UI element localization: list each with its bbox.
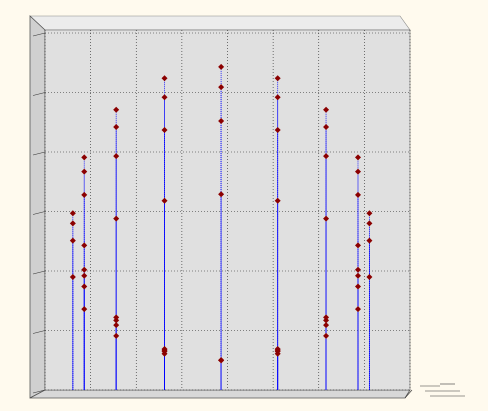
point [274,126,281,133]
point [274,75,281,82]
point [354,272,361,279]
top-wall [29,15,411,31]
point [113,332,120,339]
tick-mark [32,211,46,215]
tick-mark [32,389,46,394]
point [113,317,120,324]
point [354,168,361,175]
point [218,118,225,125]
left-wall [29,15,46,399]
point [354,191,361,198]
point [274,94,281,101]
tick-mark [32,32,46,37]
point [113,124,120,131]
point [161,75,168,82]
point [69,237,76,244]
point [323,106,330,113]
point [81,191,88,198]
point [69,273,76,280]
point [274,197,281,204]
point [354,154,361,161]
point [323,124,330,131]
point [113,153,120,160]
point [81,242,88,249]
tick-mark [32,151,46,156]
point [218,191,225,198]
point [323,322,330,329]
point [113,106,120,113]
point [218,357,225,364]
point [354,266,361,273]
point [81,266,88,273]
tick-mark [32,330,46,334]
point [354,283,361,290]
point [323,332,330,339]
point [354,306,361,313]
point [81,306,88,313]
point [218,63,225,70]
point [81,272,88,279]
point [218,84,225,91]
point [81,154,88,161]
point [323,317,330,324]
point [161,126,168,133]
point [161,197,168,204]
tick-mark [32,92,46,96]
point [81,283,88,290]
point [354,242,361,249]
point [161,94,168,101]
point [323,215,330,222]
point [81,168,88,175]
point [161,350,168,357]
point [113,322,120,329]
point [113,215,120,222]
point [366,210,373,217]
point [366,220,373,227]
point [366,273,373,280]
point [323,153,330,160]
point [69,220,76,227]
point [366,237,373,244]
point [274,350,281,357]
tick-mark [32,270,46,275]
point [69,210,76,217]
floor [29,389,411,399]
decor-ticks [404,383,465,399]
